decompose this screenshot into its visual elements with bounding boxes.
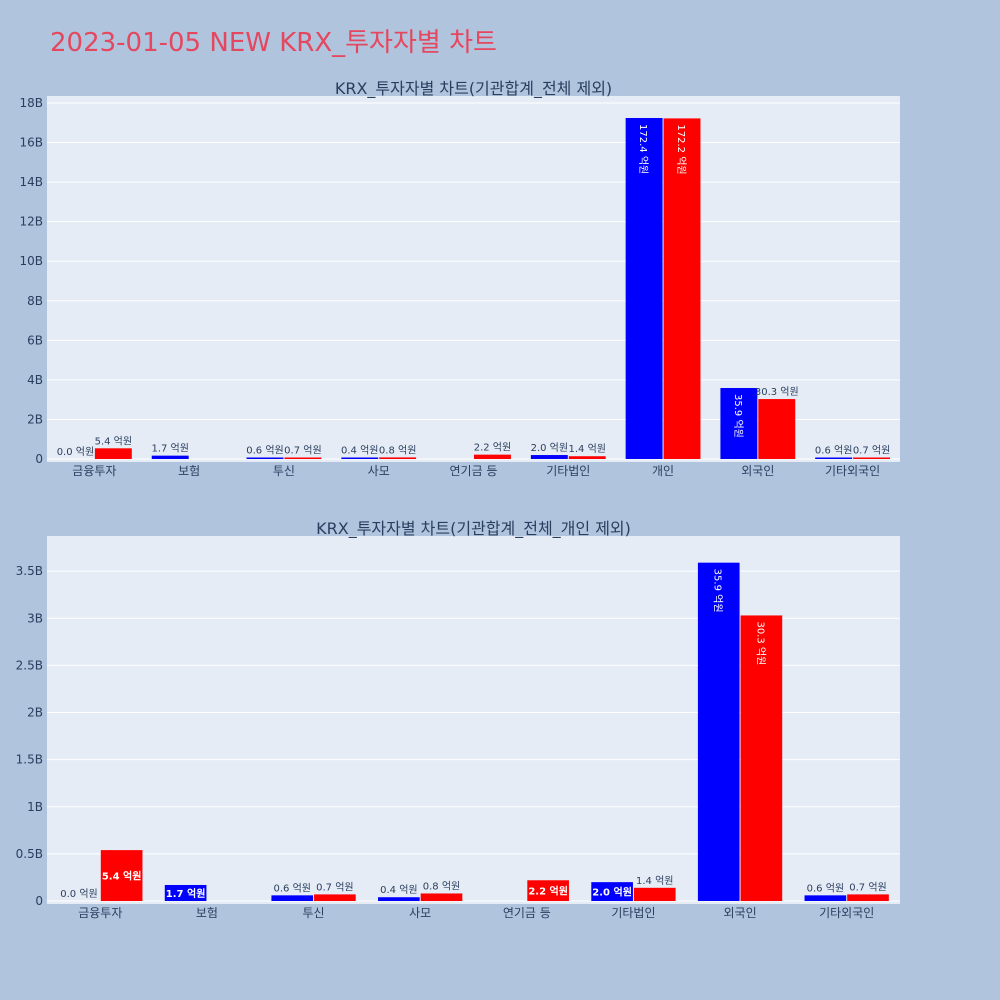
x-tick-label: 투신	[273, 464, 295, 478]
data-label: 0.8 억원	[423, 880, 460, 892]
bar	[815, 457, 853, 459]
y-tick-label: 4B	[27, 373, 43, 387]
x-tick-label: 개인	[652, 464, 674, 478]
bar	[804, 895, 847, 901]
bar	[379, 457, 417, 459]
bar	[697, 562, 740, 901]
y-tick-label: 8B	[27, 294, 43, 308]
x-tick-label: 외국인	[741, 464, 774, 478]
data-label: 5.4 억원	[95, 435, 132, 447]
bar	[271, 895, 314, 901]
data-label: 0.8 억원	[379, 444, 416, 456]
y-tick-label: 1B	[27, 800, 43, 814]
y-tick-label: 6B	[27, 333, 43, 347]
plot-area	[47, 96, 900, 462]
data-label: 2.2 억원	[528, 885, 568, 898]
data-label: 172.2 억원	[675, 124, 687, 174]
investor-chart-excl-individual: KRX_투자자별 차트(기관합계_전체_개인 제외) 0 0.5B 1B 1.5B 2B 2…	[16, 519, 900, 920]
data-label: 35.9 억원	[732, 394, 744, 438]
data-label: 2.0 억원	[592, 886, 632, 899]
y-tick-label: 1.5B	[16, 753, 43, 767]
y-tick-label: 16B	[19, 136, 43, 150]
data-label: 35.9 억원	[712, 569, 724, 613]
x-tick-label: 사모	[409, 906, 431, 920]
x-tick-label: 기타법인	[546, 464, 590, 478]
y-tick-label: 2.5B	[16, 658, 43, 672]
bar	[100, 850, 143, 901]
bar	[853, 457, 891, 459]
y-tick-label: 3B	[27, 611, 43, 625]
x-tick-label: 보험	[178, 464, 200, 478]
bar	[847, 894, 889, 901]
data-label: 1.7 억원	[151, 443, 188, 455]
x-tick-label: 외국인	[724, 906, 757, 920]
data-label: 0.7 억원	[849, 881, 886, 893]
bar	[284, 457, 322, 459]
data-label: 1.7 억원	[166, 887, 206, 900]
chart-title: KRX_투자자별 차트(기관합계_전체_개인 제외)	[316, 519, 631, 539]
bar	[151, 455, 189, 459]
y-tick-label: 2B	[27, 412, 43, 426]
bar	[591, 882, 633, 901]
bar	[633, 887, 676, 901]
page-title: 2023-01-05 NEW KRX_투자자별 차트	[50, 28, 497, 58]
data-label: 1.4 억원	[636, 875, 673, 887]
x-tick-label: 기타외국인	[825, 464, 880, 478]
y-tick-label: 3.5B	[16, 564, 43, 578]
data-label: 2.2 억원	[474, 442, 511, 454]
data-label: 0.7 억원	[853, 445, 890, 457]
y-tick-label: 2B	[27, 706, 43, 720]
x-tick-label: 보험	[196, 906, 218, 920]
y-tick-label: 0	[35, 452, 43, 466]
bar	[758, 399, 796, 459]
data-label: 0.4 억원	[380, 884, 417, 896]
y-tick-label: 12B	[19, 215, 43, 229]
data-label: 1.4 억원	[568, 443, 605, 455]
bar	[530, 455, 568, 459]
bar	[740, 615, 783, 901]
bar	[625, 118, 663, 459]
bar	[527, 880, 569, 901]
x-tick-label: 투신	[303, 906, 325, 920]
chart-title: KRX_투자자별 차트(기관합계_전체 제외)	[335, 79, 612, 99]
data-label: 30.3 억원	[755, 386, 799, 398]
bar	[164, 884, 207, 901]
bar	[94, 448, 132, 459]
data-label: 172.4 억원	[637, 124, 649, 174]
bar	[341, 457, 379, 459]
bar	[378, 897, 420, 901]
data-label: 0.4 억원	[341, 445, 378, 457]
bar	[314, 894, 356, 901]
bar	[420, 893, 463, 901]
data-label: 0.6 억원	[246, 445, 283, 457]
x-tick-label: 연기금 등	[503, 906, 551, 920]
data-label: 0.6 억원	[273, 882, 310, 894]
data-label: 5.4 억원	[102, 870, 142, 883]
data-label: 2.0 억원	[531, 442, 568, 454]
x-tick-label: 기타외국인	[819, 906, 874, 920]
y-tick-label: 10B	[19, 254, 43, 268]
bar	[246, 457, 284, 459]
data-label: 0.7 억원	[284, 445, 321, 457]
data-label: 0.0 억원	[57, 446, 94, 458]
data-label: 0.7 억원	[316, 881, 353, 893]
data-label: 0.0 억원	[60, 888, 97, 900]
x-tick-label: 기타법인	[611, 906, 655, 920]
x-tick-label: 금융투자	[78, 906, 122, 920]
bar	[663, 118, 701, 460]
data-label: 30.3 억원	[754, 621, 766, 665]
x-tick-label: 연기금 등	[450, 464, 498, 478]
y-tick-label: 18B	[19, 96, 43, 110]
bar	[474, 454, 511, 459]
data-label: 0.6 억원	[815, 445, 852, 457]
y-tick-label: 0.5B	[16, 847, 43, 861]
y-tick-label: 0	[35, 894, 43, 908]
investor-chart-all: KRX_투자자별 차트(기관합계_전체 제외) 0 2B 4B 6B 8B 10B 12B 14…	[19, 79, 900, 478]
data-label: 0.6 억원	[807, 882, 844, 894]
x-tick-label: 사모	[368, 464, 390, 478]
bar	[568, 456, 606, 459]
y-tick-label: 14B	[19, 175, 43, 189]
x-tick-label: 금융투자	[72, 464, 116, 478]
bar	[720, 387, 758, 459]
